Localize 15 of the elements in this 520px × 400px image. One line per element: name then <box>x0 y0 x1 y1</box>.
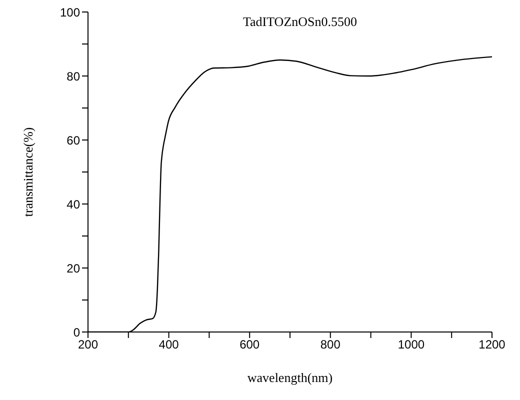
y-tick-label: 60 <box>66 133 80 148</box>
y-tick-label: 0 <box>73 325 80 340</box>
y-tick-label: 20 <box>66 261 80 276</box>
y-axis-title: transmittance(%) <box>20 127 36 217</box>
x-tick-label: 1000 <box>398 338 425 352</box>
x-tick-label: 200 <box>78 338 98 352</box>
x-axis-title: wavelength(nm) <box>247 370 333 385</box>
x-tick-label: 400 <box>158 338 180 352</box>
y-tick-label: 80 <box>66 69 80 84</box>
y-tick-label: 40 <box>66 197 80 212</box>
chart-title: TadITOZnOSn0.5500 <box>242 14 358 29</box>
y-tick-label: 100 <box>60 5 80 20</box>
x-tick-label: 1200 <box>478 338 506 352</box>
x-tick-label: 600 <box>240 338 260 352</box>
x-tick-label: 800 <box>320 338 341 352</box>
